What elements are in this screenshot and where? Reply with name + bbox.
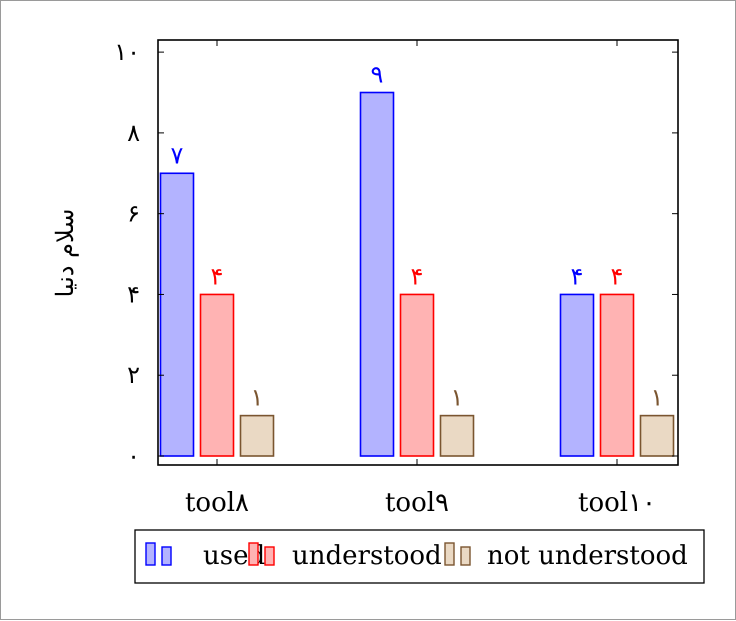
bars-layer	[159, 91, 675, 457]
data-label: ۱	[251, 384, 264, 412]
bar-not-understood	[439, 414, 475, 457]
legend-swatch-small	[460, 546, 471, 566]
y-tick-label: ۴	[127, 280, 140, 308]
axes-layer	[157, 39, 679, 466]
x-category-label: tool۹	[385, 488, 449, 518]
bar-used	[359, 91, 395, 457]
data-label: ۴	[571, 262, 584, 290]
data-label: ۷	[171, 141, 184, 169]
legend-label: not understood	[487, 541, 688, 571]
y-tick-label: ۸	[127, 119, 140, 147]
legend-swatch-small	[161, 546, 172, 566]
bar-used	[559, 293, 595, 457]
bar-understood	[599, 293, 635, 457]
data-label: ۱	[451, 384, 464, 412]
legend: used understood not understood	[134, 529, 705, 584]
legend-box	[134, 529, 705, 584]
bar-understood	[199, 293, 235, 457]
data-label: ۴	[211, 262, 224, 290]
y-tick-label: ۱۰	[114, 38, 140, 66]
data-label: ۱	[651, 384, 664, 412]
data-label: ۹	[371, 61, 384, 89]
bar-used	[159, 172, 195, 457]
legend-swatch	[248, 542, 259, 566]
x-category-label: tool۱۰	[578, 488, 656, 518]
x-category-label: tool۸	[185, 488, 249, 518]
legend-swatch-small	[264, 546, 275, 566]
legend-label: understood	[292, 541, 442, 571]
y-tick-label: ۲	[127, 361, 140, 389]
legend-entry-understood: understood	[248, 541, 442, 571]
data-label: ۴	[411, 262, 424, 290]
legend-swatch	[444, 542, 455, 566]
y-tick-label: ۰	[127, 442, 140, 470]
data-label: ۴	[611, 262, 624, 290]
legend-swatch	[145, 542, 156, 566]
ticks-layer	[158, 40, 678, 465]
y-tick-label: ۶	[127, 200, 140, 228]
bar-not-understood	[239, 414, 275, 457]
legend-entry-not-understood: not understood	[444, 541, 688, 571]
bar-not-understood	[639, 414, 675, 457]
bar-understood	[399, 293, 435, 457]
y-axis-label: سلام دنیا	[51, 209, 79, 298]
plot-area-frame	[157, 39, 679, 466]
